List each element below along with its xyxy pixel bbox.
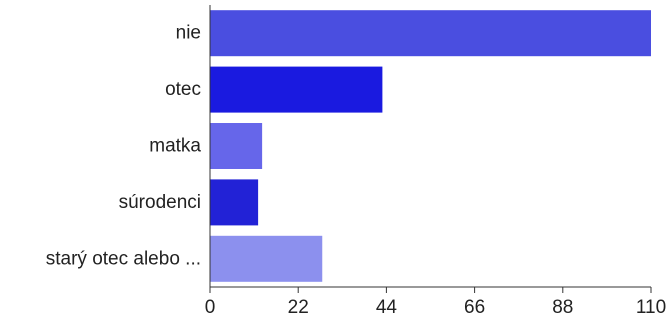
category-label-0: nie [176,23,201,44]
x-tick-label-0: 0 [205,297,216,318]
bars-group [210,10,651,282]
category-labels: nie otec matka súrodenci starý otec alebo ..… [46,23,202,270]
bar-3 [210,179,259,226]
category-label-2: matka [149,136,201,157]
x-tick-label-4: 88 [552,297,573,318]
category-label-1: otec [165,79,201,100]
bar-4 [210,235,323,282]
category-label-3: súrodenci [119,192,201,213]
x-tick-label-1: 22 [288,297,309,318]
bar-2 [210,123,263,169]
category-label-4: starý otec alebo ... [46,248,201,269]
bar-1 [210,66,383,113]
x-axis-ticks: 0 22 44 66 88 110 [205,287,666,318]
x-tick-label-2: 44 [376,297,398,318]
x-tick-label-5: 110 [636,297,666,318]
x-tick-label-3: 66 [464,297,485,318]
bar-0 [210,10,651,57]
